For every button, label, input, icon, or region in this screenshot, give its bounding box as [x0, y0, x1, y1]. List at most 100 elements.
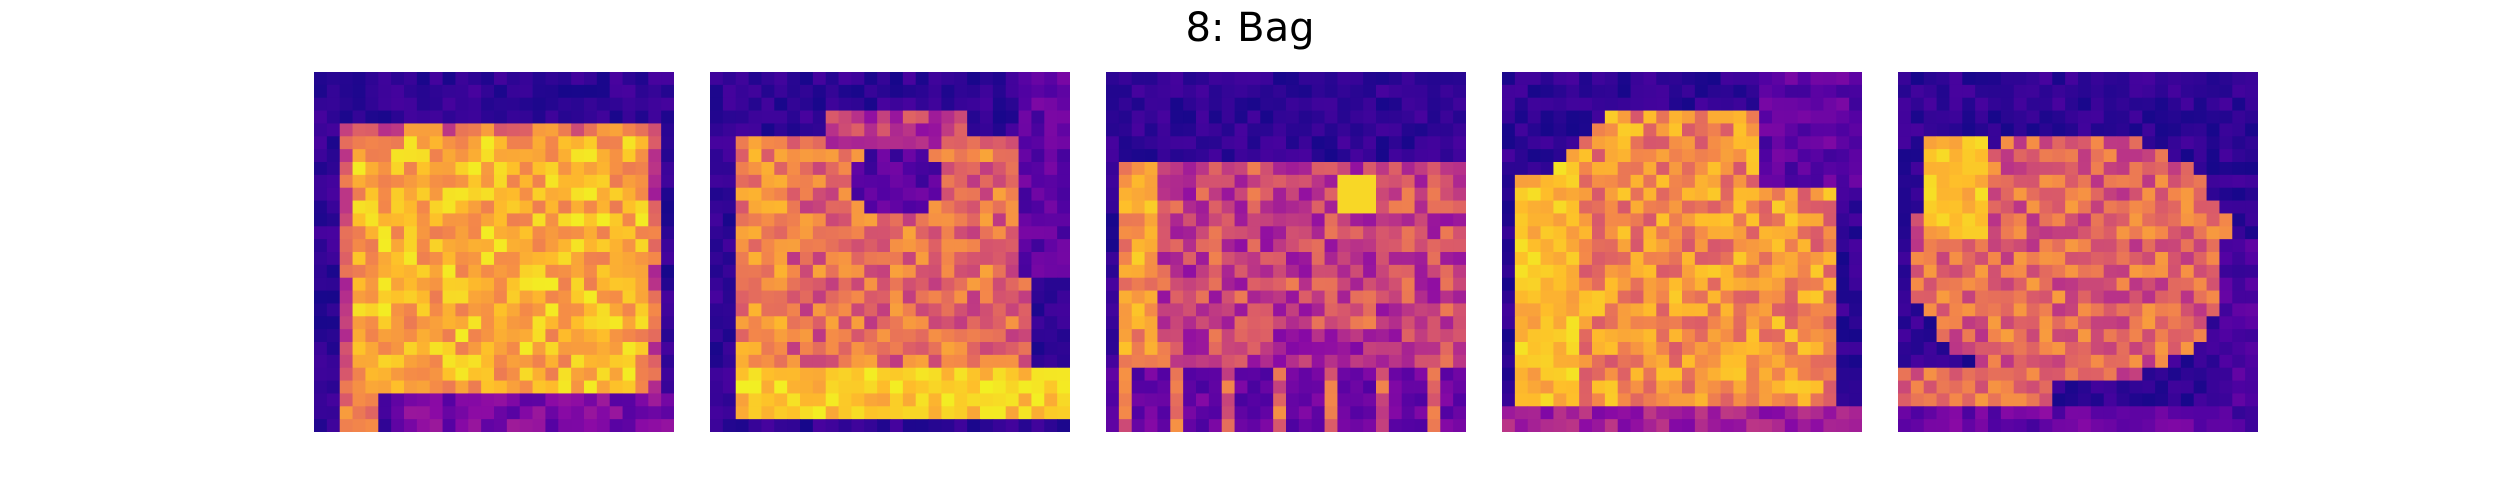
heatmap-cell [622, 419, 636, 432]
heatmap-cell [506, 174, 521, 189]
heatmap-cell [2180, 252, 2195, 266]
heatmap-cell [1962, 213, 1976, 227]
heatmap-cell [2065, 303, 2079, 317]
heatmap-cell [1772, 316, 1786, 330]
heatmap-cell [468, 110, 482, 124]
heatmap-cell [1566, 174, 1580, 189]
heatmap-cell [622, 149, 636, 163]
heatmap-cell [429, 162, 443, 176]
heatmap-cell [584, 213, 598, 227]
heatmap-cell [954, 329, 968, 343]
heatmap-cell [326, 187, 341, 201]
heatmap-cell [494, 316, 508, 330]
heatmap-cell [1502, 174, 1516, 189]
heatmap-cell [648, 367, 662, 381]
heatmap-cell [2232, 187, 2246, 201]
heatmap-cell [2193, 277, 2207, 291]
heatmap-cell [609, 342, 623, 356]
heatmap-cell [1566, 419, 1580, 432]
heatmap-cell [1106, 174, 1120, 189]
heatmap-cell [890, 97, 904, 111]
heatmap-cell [506, 149, 521, 163]
heatmap-cell [1144, 239, 1158, 253]
heatmap-cell [326, 110, 341, 124]
heatmap-cell [1707, 419, 1721, 432]
heatmap-cell [1772, 354, 1786, 369]
heatmap-cell [481, 213, 495, 227]
heatmap-cell [429, 226, 443, 240]
heatmap-cell [365, 380, 379, 394]
heatmap-cell [1923, 239, 1937, 253]
heatmap-cell [1669, 316, 1683, 330]
heatmap-cell [1286, 380, 1300, 394]
heatmap-cell [545, 290, 559, 304]
heatmap-cell [1643, 84, 1657, 99]
heatmap-cell [1720, 149, 1734, 163]
heatmap-cell [2026, 419, 2040, 432]
heatmap-cell [902, 406, 917, 420]
heatmap-cell [314, 252, 328, 266]
heatmap-cell [890, 380, 904, 394]
heatmap-cell [1018, 226, 1032, 240]
heatmap-cell [774, 380, 788, 394]
heatmap-cell [1183, 174, 1197, 189]
heatmap-cell [584, 380, 598, 394]
heatmap-cell [365, 149, 379, 163]
heatmap-cell [864, 264, 878, 279]
heatmap-cell [2065, 239, 2079, 253]
heatmap-cell [1720, 84, 1734, 99]
heatmap-cell [1669, 123, 1683, 137]
heatmap-cell [1643, 162, 1657, 176]
heatmap-cell [1170, 174, 1184, 189]
heatmap-cell [2245, 342, 2258, 356]
heatmap-cell [1401, 72, 1415, 86]
heatmap-cell [1234, 303, 1248, 317]
heatmap-cell [2090, 136, 2105, 150]
heatmap-cell [1759, 419, 1773, 432]
heatmap-cell [455, 406, 469, 420]
heatmap-cell [339, 367, 353, 381]
heatmap-cell [1936, 72, 1950, 86]
heatmap-cell [1131, 123, 1145, 137]
heatmap-cell [378, 264, 392, 279]
heatmap-cell [1196, 316, 1210, 330]
heatmap-cell [1949, 123, 1963, 137]
heatmap-cell [967, 406, 981, 420]
heatmap-cell [941, 136, 955, 150]
heatmap-cell [1527, 200, 1541, 214]
heatmap-cell [352, 264, 366, 279]
heatmap-cell [812, 264, 827, 279]
heatmap-cell [1592, 226, 1606, 240]
heatmap-cell [2039, 72, 2053, 86]
heatmap-cell [1057, 72, 1070, 86]
heatmap-cell [1772, 239, 1786, 253]
heatmap-cell [1849, 226, 1862, 240]
heatmap-cell [710, 316, 724, 330]
heatmap-cell [941, 162, 955, 176]
heatmap-cell [2219, 419, 2233, 432]
heatmap-cell [1540, 239, 1554, 253]
heatmap-cell [2155, 136, 2169, 150]
heatmap-cell [1453, 354, 1466, 369]
heatmap-cell [2155, 149, 2169, 163]
heatmap-cell [1514, 303, 1529, 317]
heatmap-cell [2065, 136, 2079, 150]
heatmap-cell [1183, 97, 1197, 111]
heatmap-cell [1617, 239, 1631, 253]
heatmap-cell [877, 406, 891, 420]
heatmap-cell [902, 329, 917, 343]
heatmap-cell [1286, 277, 1300, 291]
heatmap-cell [1910, 303, 1925, 317]
heatmap-cell [1514, 239, 1529, 253]
heatmap-cell [1566, 316, 1580, 330]
heatmap-cell [1975, 277, 1989, 291]
heatmap-cell [2168, 239, 2182, 253]
heatmap-cell [1656, 252, 1670, 266]
heatmap-cell [2180, 342, 2195, 356]
heatmap-cell [1106, 342, 1120, 356]
heatmap-cell [442, 277, 456, 291]
heatmap-cell [1772, 252, 1786, 266]
heatmap-cell [404, 174, 418, 189]
heatmap-cell [1106, 200, 1120, 214]
heatmap-cell [2052, 97, 2066, 111]
